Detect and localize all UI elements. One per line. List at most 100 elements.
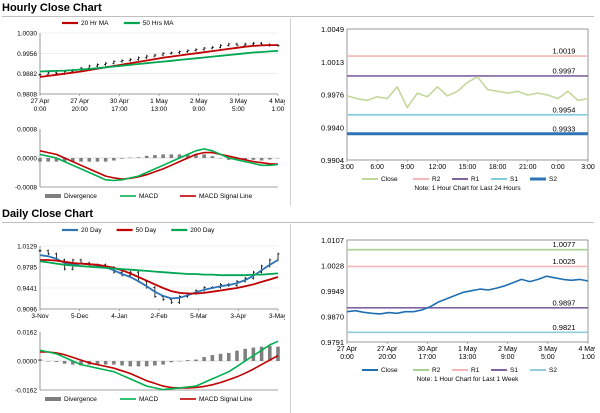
daily-levels-chart: 1.0107 1.0028 0.9949 0.9870 0.9791 1.0077 1.00…: [321, 236, 595, 383]
divergence-bar: [251, 158, 256, 160]
x-tick-label: 3-May: [269, 313, 285, 320]
divergence-bar: [251, 347, 256, 361]
hourly-section-title: Hourly Close Chart: [2, 0, 594, 17]
divergence-bar: [268, 158, 272, 160]
divergence-bar: [235, 350, 239, 361]
legend-label-r1: R1: [471, 367, 480, 374]
x-tick-label: 27 Apr: [377, 346, 398, 353]
divergence-bar: [54, 361, 59, 362]
divergence-bar: [120, 158, 124, 159]
x-tick-label: 9:00: [192, 106, 205, 113]
legend-label-macd-signal: MACD Signal Line: [199, 396, 252, 403]
divergence-bar: [62, 158, 67, 162]
x-tick-label: 2 May: [190, 98, 208, 105]
series-line-50-day: [40, 259, 279, 295]
divergence-bar: [169, 154, 174, 158]
x-tick-label: 1 May: [458, 346, 478, 353]
x-tick-label: 18:00: [489, 164, 507, 171]
legend-label-close: Close: [381, 176, 398, 183]
divergence-bar: [276, 346, 280, 361]
divergence-bar: [136, 157, 141, 158]
chart-note: Note: 1 Hour Chart for Last 24 Hours: [414, 185, 521, 192]
series-line-macd: [39, 148, 279, 182]
level-label-s1: 0.9897: [553, 298, 576, 307]
x-tick-label: 30 Apr: [110, 98, 130, 105]
divergence-bar: [243, 158, 247, 160]
x-tick-label: 0:00: [551, 164, 565, 171]
divergence-bar: [169, 361, 174, 363]
y-tick-label: 0.9956: [17, 51, 37, 58]
series-line-20-day: [39, 254, 279, 300]
divergence-bar: [128, 361, 133, 367]
divergence-bar: [54, 158, 59, 162]
legend-label-divergence: Divergence: [64, 193, 97, 200]
divergence-bar: [153, 155, 157, 158]
divergence-bar: [161, 361, 165, 365]
y-tick-label: 0.9940: [321, 123, 344, 132]
y-tick-label: 1.0030: [17, 31, 37, 38]
divergence-bar: [194, 154, 198, 158]
x-tick-label: 3:00: [340, 164, 354, 171]
divergence-bar: [103, 361, 108, 365]
series-line-macd-signal: [40, 351, 279, 389]
y-tick-label: 0.0008: [17, 127, 37, 134]
divergence-bar: [112, 361, 116, 365]
divergence-bar: [153, 361, 157, 366]
y-tick-label: 0.9096: [17, 307, 37, 314]
y-tick-label: 0.9791: [321, 338, 344, 347]
legend-label-50-hrs-ma: 50 Hrs MA: [143, 20, 174, 27]
divergence-bar: [38, 359, 42, 361]
divergence-bar: [112, 158, 116, 161]
legend-swatch-divergence: [45, 397, 61, 401]
divergence-bar: [177, 154, 182, 158]
divergence-bar: [235, 158, 239, 160]
hourly-divider: [290, 18, 291, 206]
level-label-s2: 0.9821: [553, 323, 576, 332]
x-tick-label: 13:00: [459, 354, 477, 361]
legend-label-r1: R1: [471, 176, 480, 183]
y-tick-label: 1.0129: [17, 244, 37, 251]
level-label-r2: 1.0019: [553, 47, 576, 56]
y-tick-label: 1.0049: [321, 25, 344, 34]
level-label-s2: 0.9933: [553, 124, 576, 133]
y-tick-label: 0.9976: [321, 91, 344, 100]
x-tick-label: 9:00: [400, 164, 414, 171]
divergence-bar: [194, 359, 198, 361]
x-tick-label: 5:00: [541, 354, 555, 361]
x-tick-label: 3 May: [538, 346, 558, 353]
divergence-bar: [79, 158, 83, 162]
x-tick-label: 30 Apr: [417, 346, 438, 353]
x-tick-label: 5-Mar: [190, 313, 208, 320]
y-tick-label: 0.9441: [17, 286, 37, 293]
divergence-bar: [46, 158, 50, 162]
divergence-bar: [79, 361, 83, 366]
legend-label-divergence: Divergence: [64, 396, 97, 403]
x-tick-label: 27 Apr: [337, 346, 358, 353]
x-tick-label: 17:00: [111, 106, 128, 113]
divergence-bar: [218, 353, 223, 361]
legend-label-r2: R2: [432, 367, 441, 374]
legend-label-s1: S1: [510, 176, 518, 183]
level-label-r1: 0.9997: [553, 66, 576, 75]
x-tick-label: 3-Nov: [31, 313, 49, 320]
divergence-bar: [144, 155, 149, 158]
x-tick-label: 5-Dec: [71, 313, 89, 320]
daily-divider: [290, 224, 291, 413]
divergence-bar: [120, 361, 124, 366]
legend-label-20-day: 20 Day: [81, 227, 102, 234]
x-tick-label: 4 May: [578, 346, 595, 353]
legend-label-20-hr-ma: 20 Hr MA: [81, 20, 109, 27]
x-tick-label: 5:00: [232, 106, 245, 113]
divergence-bar: [268, 345, 272, 361]
divergence-bar: [202, 154, 206, 158]
y-tick-label: 0.0000: [17, 156, 37, 163]
x-tick-label: 3 May: [229, 98, 247, 105]
legend-label-s1: S1: [510, 367, 518, 374]
x-tick-label: 21:00: [519, 164, 537, 171]
x-tick-label: 1:00: [272, 106, 285, 113]
x-tick-label: 3-Apr: [230, 313, 247, 320]
x-tick-label: 3:00: [581, 164, 595, 171]
divergence-bar: [144, 361, 149, 367]
level-label-s1: 0.9954: [553, 105, 576, 114]
